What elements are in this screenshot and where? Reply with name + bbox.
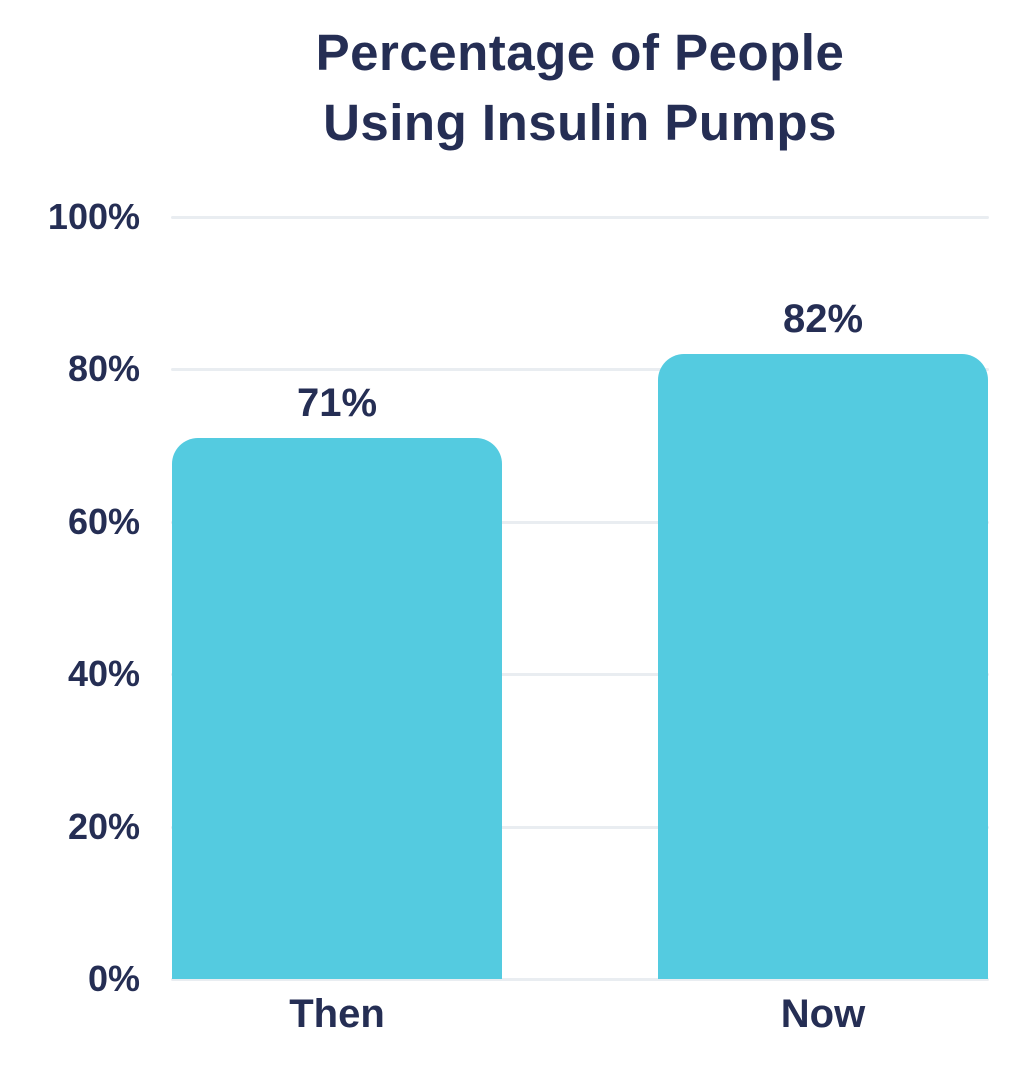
bar-now [658,354,988,979]
y-axis-tick-label: 60% [67,500,140,542]
bar-value-label-now: 82% [782,297,864,342]
y-axis-tick-label: 20% [67,805,140,847]
gridline-60 [171,520,989,524]
y-axis-tick-label: 0% [87,958,140,999]
y-axis-tick-label: 40% [67,653,140,695]
y-axis-tick-label: 80% [67,348,140,390]
gridline-40 [171,673,989,677]
chart-title-line-2: Using Insulin Pumps [323,94,837,151]
y-axis-tick-label: 100% [47,196,140,237]
chart-title: Percentage of People Using Insulin Pumps [171,18,989,158]
x-axis-category-label-now: Now [780,992,866,1036]
gridline-80 [171,368,989,372]
chart-title-line-1: Percentage of People [315,24,845,81]
gridline-0 [171,978,989,981]
gridline-100 [171,216,989,219]
gridline-20 [171,825,989,829]
bar-then [172,437,502,979]
x-axis-category-label-then: Then [289,992,385,1036]
bar-value-label-then: 71% [296,380,378,425]
